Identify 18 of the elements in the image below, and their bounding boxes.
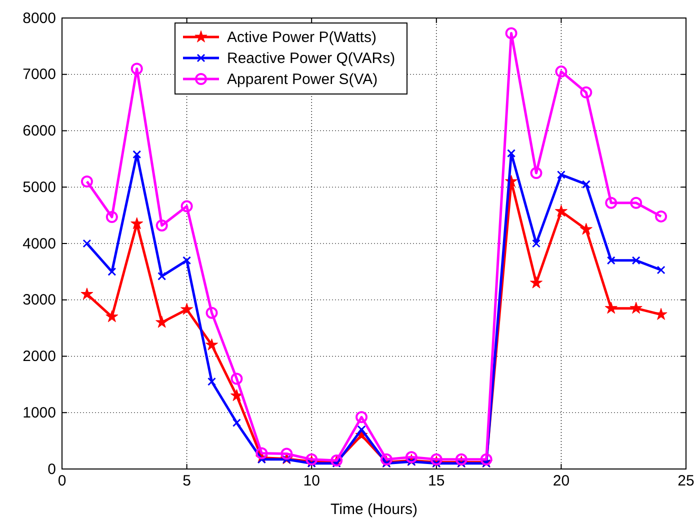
x-axis-title: Time (Hours): [330, 501, 418, 518]
x-tick-label: 25: [678, 472, 694, 490]
x-tick-label: 15: [428, 472, 445, 490]
y-tick-label: 2000: [22, 348, 56, 366]
y-tick-label: 7000: [22, 66, 56, 84]
x-tick-label: 10: [303, 472, 320, 490]
x-tick-label: 5: [182, 472, 191, 490]
legend-label: Reactive Power Q(VARs): [227, 50, 396, 67]
x-tick-label: 20: [552, 472, 570, 490]
y-tick-label: 4000: [22, 235, 56, 252]
legend-label: Apparent Power S(VA): [227, 71, 378, 88]
y-tick-label: 0: [48, 460, 56, 478]
y-tick-label: 3000: [22, 292, 56, 309]
y-tick-label: 1000: [22, 404, 56, 422]
legend-label: Active Power P(Watts): [227, 29, 376, 46]
y-tick-label: 5000: [22, 178, 56, 196]
y-tick-label: 8000: [22, 10, 56, 27]
y-tick-label: 6000: [22, 122, 56, 140]
